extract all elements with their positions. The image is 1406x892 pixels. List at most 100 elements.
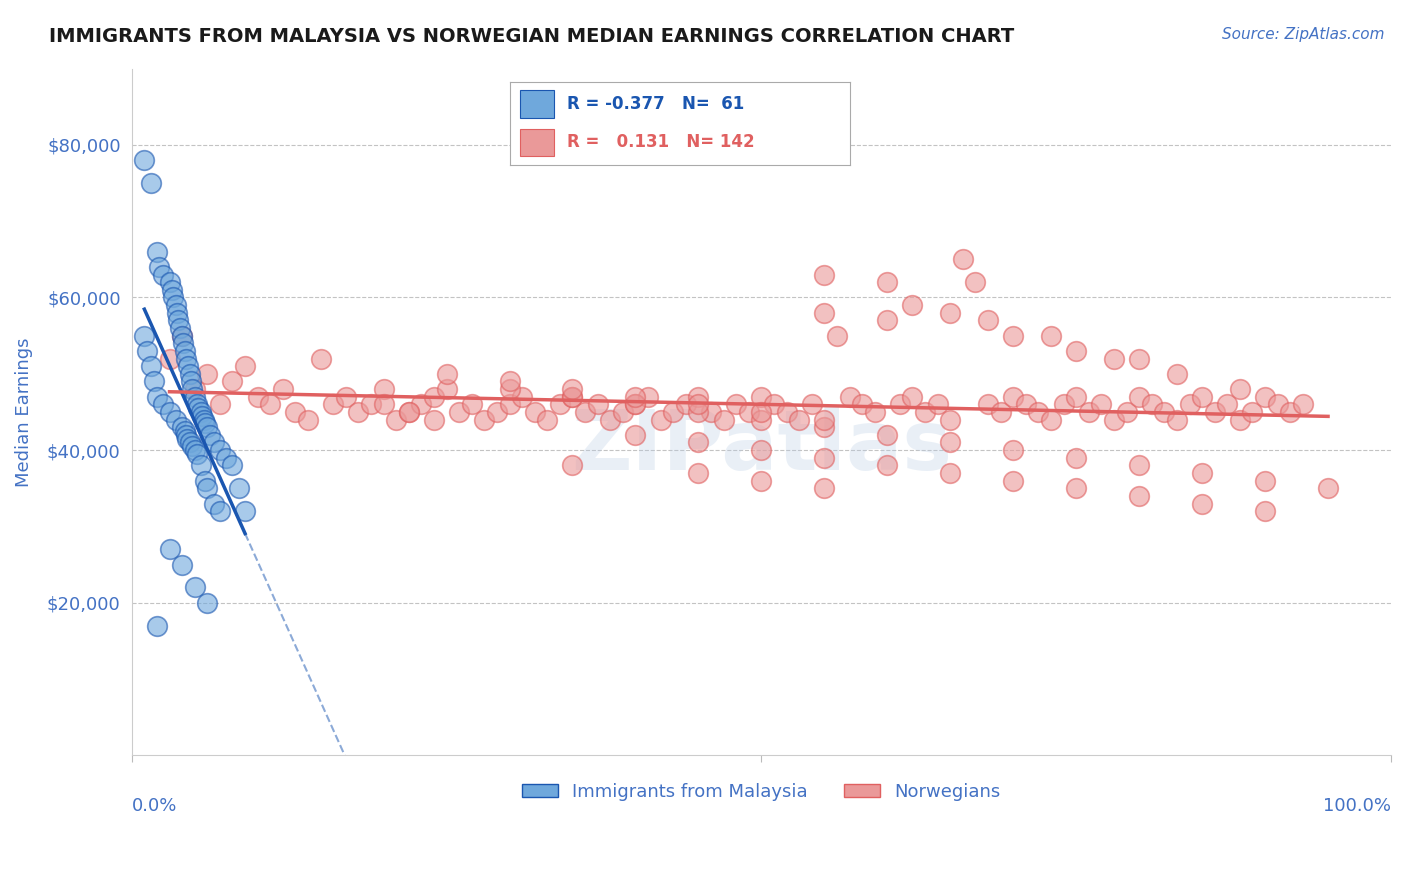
Point — [347, 405, 370, 419]
Point — [146, 244, 169, 259]
Point — [208, 397, 231, 411]
Point — [1254, 474, 1277, 488]
Point — [688, 397, 710, 411]
Point — [1191, 466, 1213, 480]
Point — [851, 397, 873, 411]
Point — [146, 618, 169, 632]
Point — [1241, 405, 1264, 419]
Point — [1002, 474, 1025, 488]
Point — [335, 390, 357, 404]
Point — [436, 367, 458, 381]
Point — [1002, 443, 1025, 458]
Point — [548, 397, 571, 411]
Point — [889, 397, 911, 411]
Point — [159, 275, 181, 289]
Point — [179, 367, 201, 381]
Point — [675, 397, 697, 411]
Point — [775, 405, 797, 419]
Point — [208, 443, 231, 458]
Point — [977, 313, 1000, 327]
Point — [271, 382, 294, 396]
Point — [233, 504, 256, 518]
Point — [360, 397, 382, 411]
Point — [876, 427, 898, 442]
Point — [1153, 405, 1175, 419]
Point — [498, 397, 520, 411]
Point — [1267, 397, 1289, 411]
Point — [135, 343, 157, 358]
Point — [165, 298, 187, 312]
Point — [398, 405, 420, 419]
Point — [485, 405, 508, 419]
Point — [1002, 328, 1025, 343]
Point — [423, 390, 446, 404]
Point — [1102, 412, 1125, 426]
Point — [190, 405, 212, 419]
Point — [688, 435, 710, 450]
Point — [1090, 397, 1112, 411]
Point — [152, 268, 174, 282]
Point — [561, 382, 583, 396]
Point — [688, 466, 710, 480]
Legend: Immigrants from Malaysia, Norwegians: Immigrants from Malaysia, Norwegians — [515, 776, 1008, 808]
Point — [165, 412, 187, 426]
Point — [190, 458, 212, 473]
Point — [650, 412, 672, 426]
Point — [143, 375, 166, 389]
Point — [221, 458, 243, 473]
Point — [586, 397, 609, 411]
Point — [195, 481, 218, 495]
Point — [1128, 351, 1150, 366]
Point — [195, 420, 218, 434]
Point — [876, 275, 898, 289]
Point — [152, 397, 174, 411]
Point — [725, 397, 748, 411]
Point — [536, 412, 558, 426]
Point — [172, 420, 194, 434]
Point — [637, 390, 659, 404]
Y-axis label: Median Earnings: Median Earnings — [15, 337, 32, 487]
Point — [174, 427, 197, 442]
Point — [167, 313, 190, 327]
Point — [751, 474, 773, 488]
Point — [688, 390, 710, 404]
Point — [662, 405, 685, 419]
Point — [1216, 397, 1239, 411]
Point — [965, 275, 987, 289]
Text: 0.0%: 0.0% — [132, 797, 177, 814]
Point — [1191, 390, 1213, 404]
Point — [246, 390, 269, 404]
Point — [1254, 390, 1277, 404]
Point — [939, 466, 962, 480]
Point — [624, 390, 647, 404]
Point — [1166, 412, 1188, 426]
Point — [148, 260, 170, 274]
Point — [1064, 390, 1087, 404]
Point — [612, 405, 634, 419]
Point — [1140, 397, 1163, 411]
Point — [787, 412, 810, 426]
Point — [181, 382, 204, 396]
Point — [762, 397, 785, 411]
Point — [800, 397, 823, 411]
Point — [202, 496, 225, 510]
Point — [1229, 412, 1251, 426]
Point — [813, 481, 835, 495]
Point — [751, 412, 773, 426]
Point — [215, 450, 238, 465]
Point — [1102, 351, 1125, 366]
Point — [134, 328, 156, 343]
Point — [373, 382, 395, 396]
Point — [423, 412, 446, 426]
Point — [139, 176, 162, 190]
Point — [876, 458, 898, 473]
Point — [813, 420, 835, 434]
Point — [1077, 405, 1099, 419]
Point — [977, 397, 1000, 411]
Text: 100.0%: 100.0% — [1323, 797, 1391, 814]
Point — [498, 375, 520, 389]
Point — [183, 443, 205, 458]
Point — [813, 268, 835, 282]
Point — [180, 375, 202, 389]
Text: ZIPatlas: ZIPatlas — [571, 406, 952, 487]
